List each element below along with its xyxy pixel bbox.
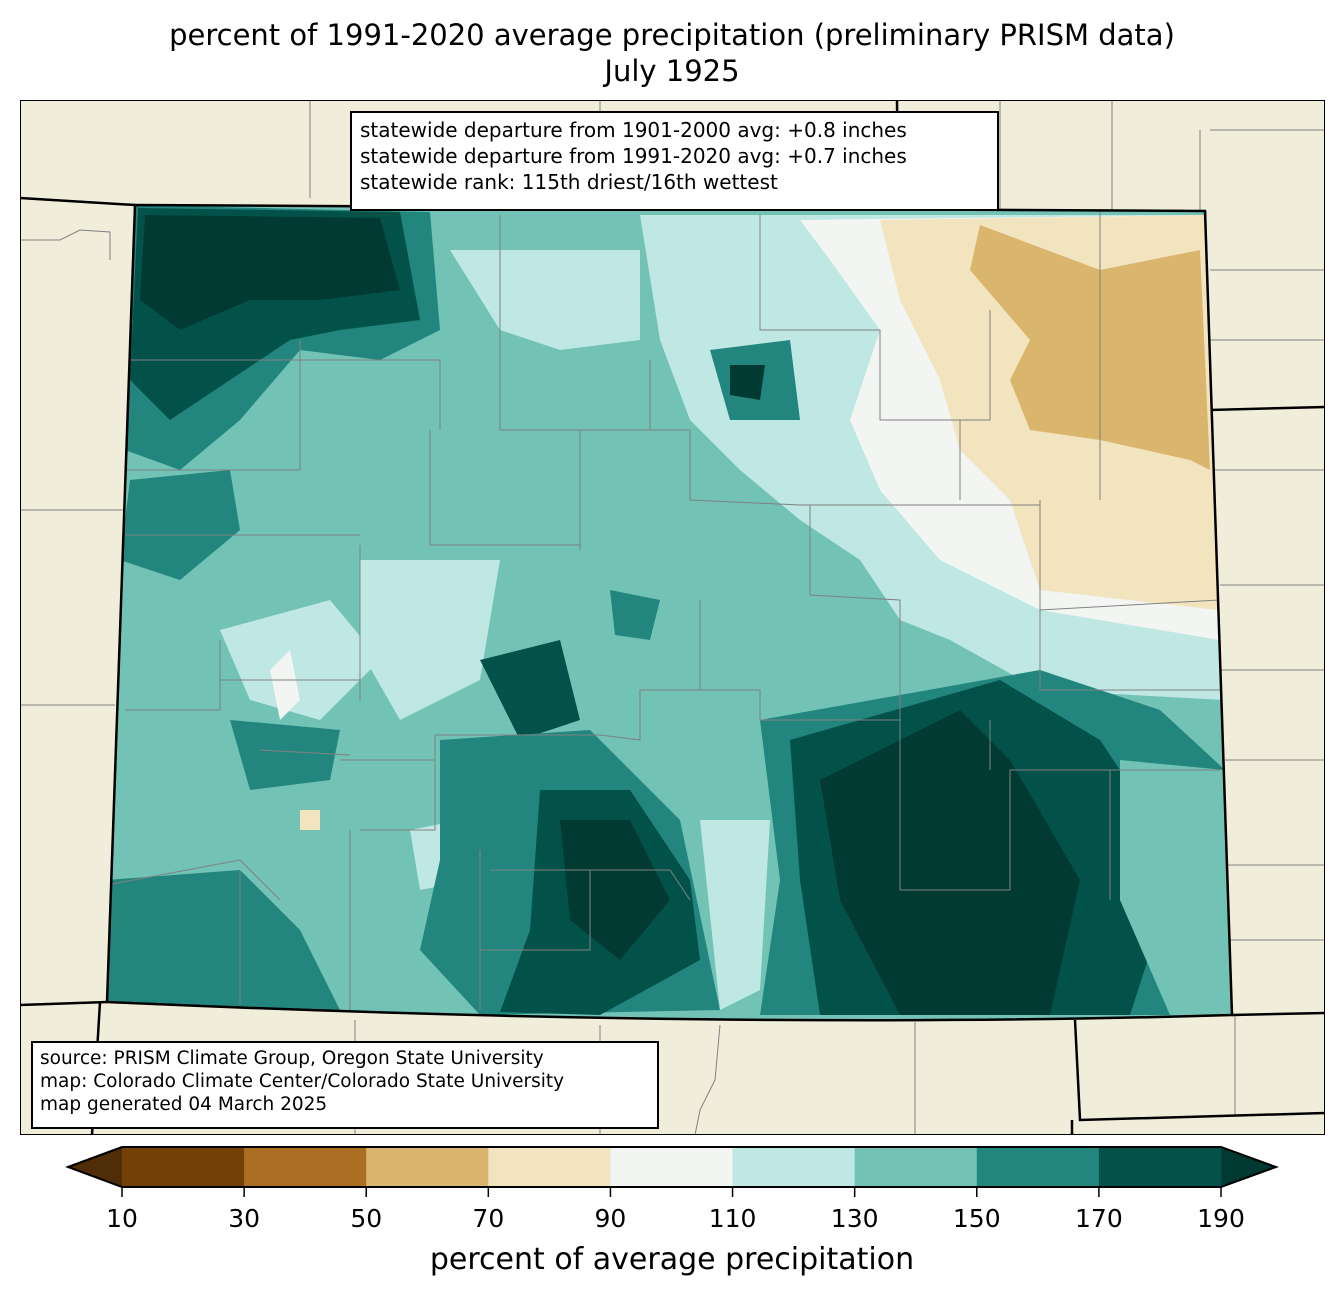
colorbar-segment [976,1147,1100,1187]
colorbar-segment [366,1147,489,1187]
colorbar-tick-label: 190 [1197,1204,1245,1233]
map-credit-line: map: Colorado Climate Center/Colorado St… [40,1071,565,1092]
colorbar-tick-label: 90 [594,1204,627,1233]
stats-departure-1901-2000: statewide departure from 1901-2000 avg: … [360,118,907,142]
colorbar-segment [244,1147,367,1187]
colorbar-segment [732,1147,856,1187]
colorbar-under-arrow [68,1147,122,1187]
source-line: source: PRISM Climate Group, Oregon Stat… [40,1048,544,1069]
colorbar-tick-label: 50 [350,1204,383,1233]
colorbar-segment [854,1147,978,1187]
colorbar-segment [122,1147,245,1187]
colorbar-tick-label: 30 [228,1204,261,1233]
map-frame [20,100,1325,1135]
colorado-precip-field [107,205,1232,1021]
colorbar-tick-label: 70 [472,1204,505,1233]
colorbar-tick-label: 130 [830,1204,879,1233]
colorbar-tick-label: 10 [106,1204,138,1233]
map-title: percent of 1991-2020 average precipitati… [169,18,1175,52]
colorbar-segment [610,1147,734,1187]
colorbar-segment [1098,1147,1222,1187]
colorbar-tick-label: 150 [952,1204,1001,1233]
county-lines [107,210,1221,1010]
colorbar-over-arrow [1221,1147,1276,1187]
colorbar-tick-label: 170 [1075,1204,1123,1233]
statewide-stats-box: statewide departure from 1901-2000 avg: … [350,111,999,211]
colorbar-tick-label: 110 [708,1204,757,1233]
colorbar-segment [488,1147,611,1187]
colorado-state-border [105,203,1234,1022]
source-box: source: PRISM Climate Group, Oregon Stat… [31,1041,659,1129]
colorbar [65,1146,1279,1197]
stats-departure-1991-2020: statewide departure from 1991-2020 avg: … [360,144,907,168]
colorbar-label: percent of average precipitation [429,1242,915,1277]
map-subtitle: July 1925 [604,54,740,88]
generated-date-line: map generated 04 March 2025 [40,1094,328,1115]
stats-rank: statewide rank: 115th driest/16th wettes… [360,170,778,194]
